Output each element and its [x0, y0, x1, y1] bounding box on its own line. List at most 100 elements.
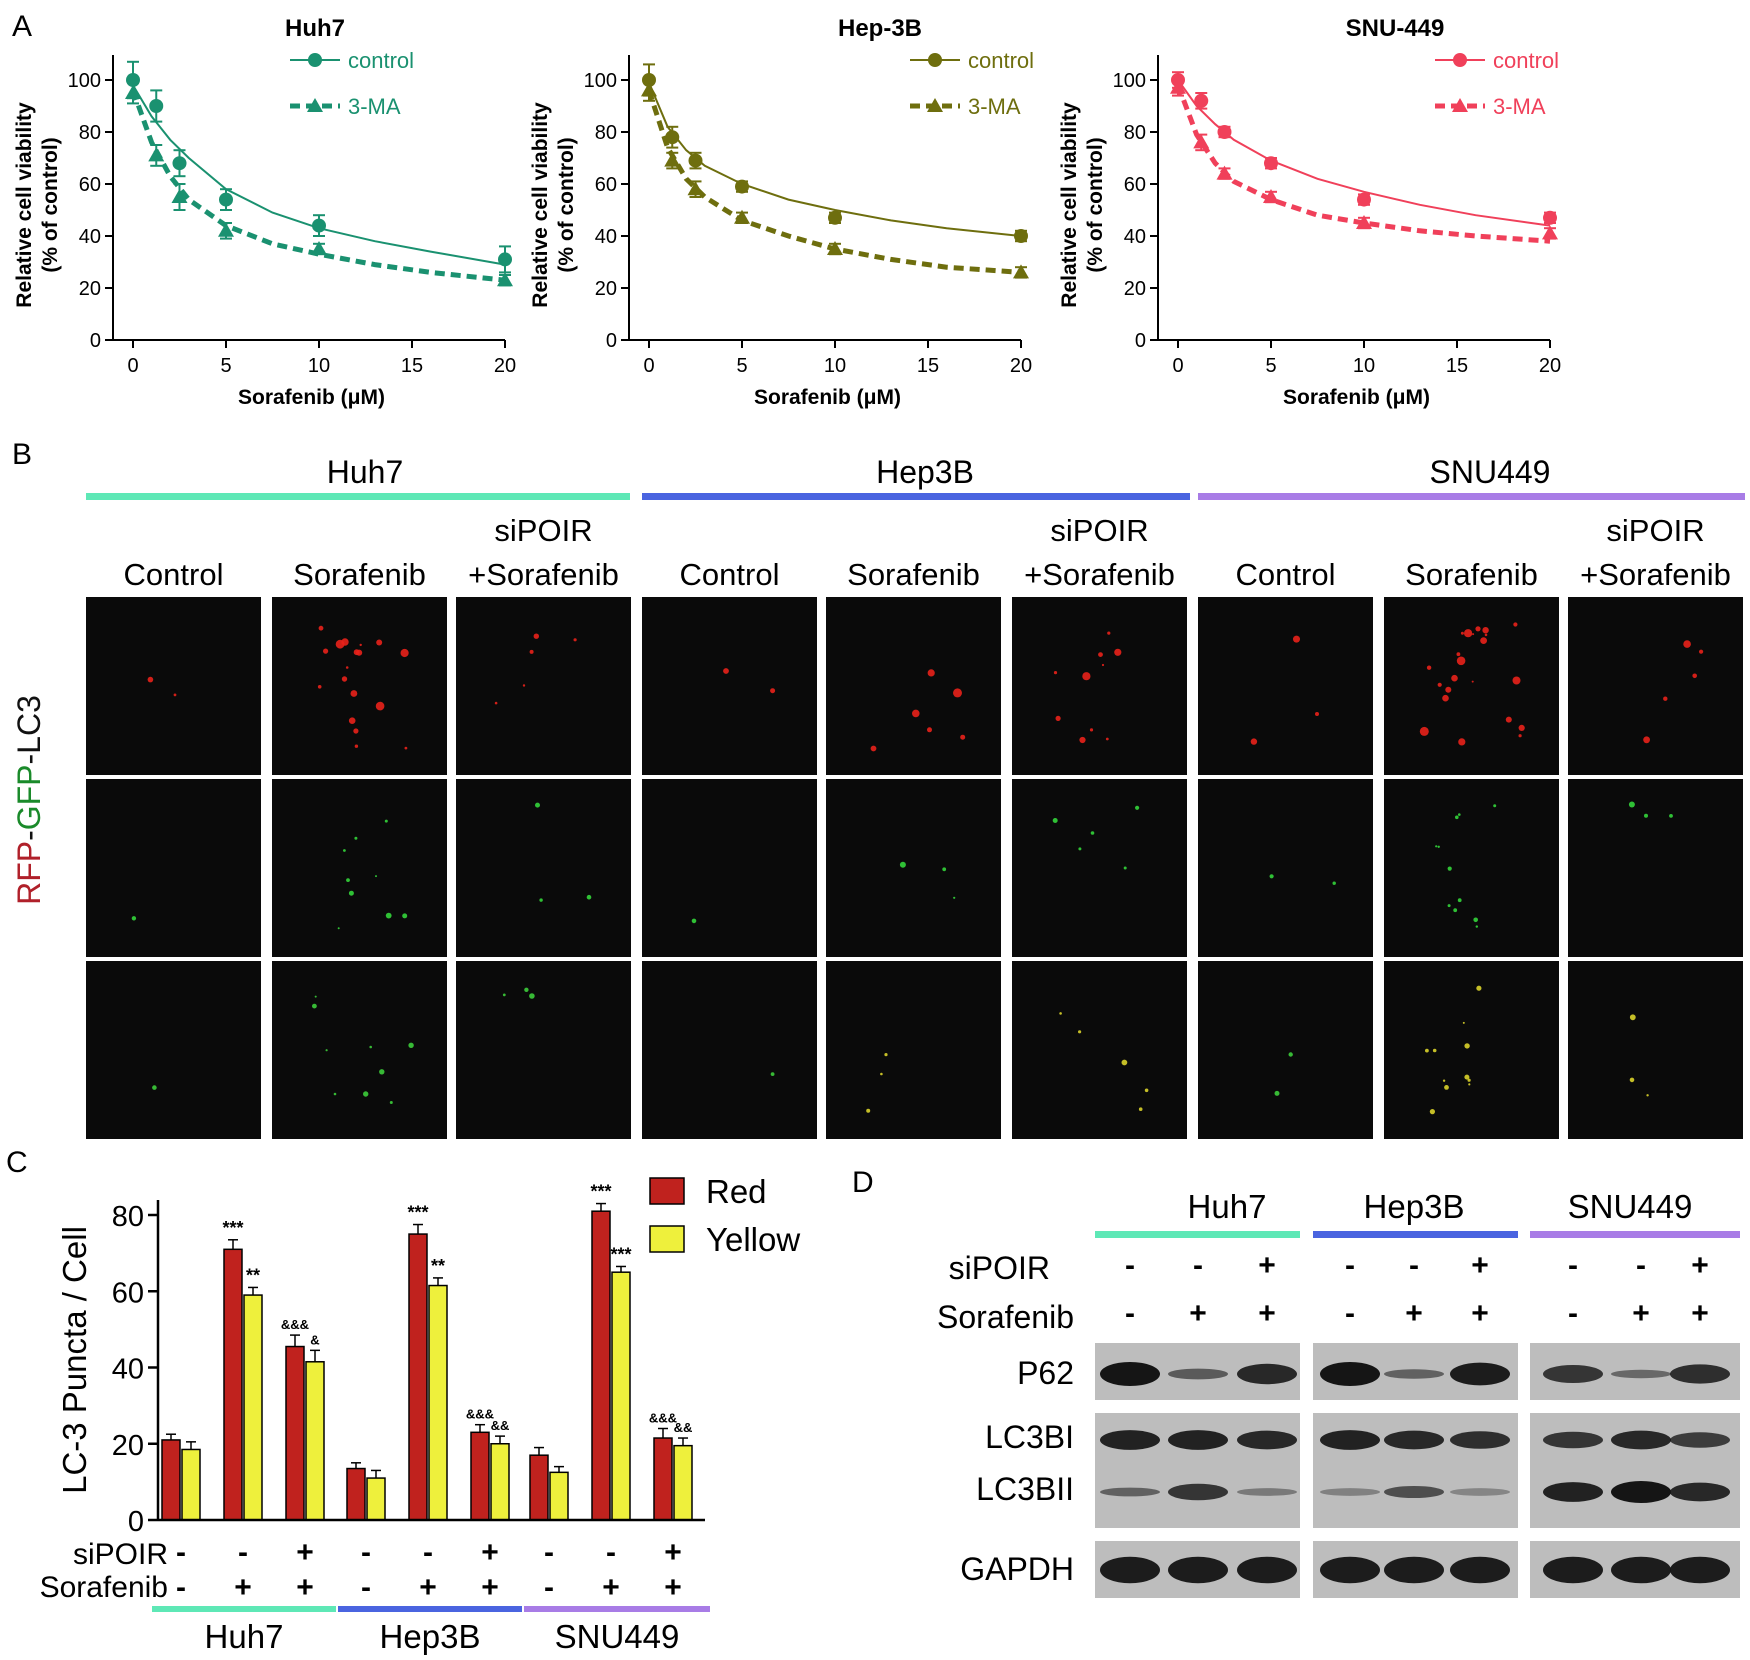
puncta-dot — [147, 676, 154, 683]
puncta-dot — [1138, 1107, 1143, 1111]
blot-group-title-huh7: Huh7 — [1188, 1188, 1267, 1225]
x-tick-label: 5 — [1265, 355, 1276, 377]
puncta-dot — [1426, 665, 1432, 670]
data-point-control — [1194, 93, 1209, 108]
sorafenib-sign: + — [1691, 1297, 1709, 1330]
puncta-dot — [1518, 734, 1522, 738]
y-tick-label: 0 — [1135, 330, 1146, 352]
micrograph-rfp — [1198, 597, 1373, 775]
bar-yellow — [549, 1471, 569, 1521]
bar-red — [470, 1431, 490, 1521]
blot-band-lc3bi — [1670, 1432, 1730, 1448]
sipoir-sign: - — [1125, 1249, 1135, 1282]
y-axis-label-line1: Relative cell viability — [1058, 102, 1081, 308]
column-label: Control — [1236, 557, 1336, 592]
blot-band-lc3bii — [1384, 1485, 1444, 1499]
bar-red — [223, 1248, 243, 1521]
group-title-huh7: Huh7 — [327, 454, 404, 490]
puncta-dot — [1135, 805, 1140, 810]
significance-mark: *** — [407, 1203, 428, 1223]
group-title-snu449: SNU449 — [1430, 454, 1551, 490]
puncta-dot — [1462, 1021, 1465, 1024]
puncta-dot — [502, 993, 506, 997]
puncta-dot — [1468, 1083, 1471, 1086]
puncta-dot — [348, 890, 354, 896]
fit-line-control — [132, 84, 506, 266]
blot-band-p62 — [1384, 1369, 1444, 1379]
puncta-dot — [359, 643, 362, 647]
puncta-dot — [1699, 649, 1704, 654]
puncta-dot — [1053, 671, 1058, 675]
lc3-label: -LC3 — [11, 695, 47, 764]
group-title-hep3b: Hep3B — [876, 454, 974, 490]
puncta-dot — [1456, 656, 1466, 666]
puncta-dot — [408, 1042, 414, 1049]
legend-label-red: Red — [706, 1173, 767, 1210]
puncta-dot — [376, 639, 383, 646]
puncta-dot — [1082, 672, 1091, 681]
x-tick-label: 0 — [643, 355, 654, 377]
puncta-dot — [1293, 635, 1300, 643]
data-point-control — [1014, 229, 1028, 243]
puncta-dot — [1451, 674, 1458, 682]
bar-red — [161, 1439, 181, 1521]
micrograph-gfp — [1198, 779, 1373, 957]
puncta-dot — [1435, 845, 1438, 848]
band-label-p62: P62 — [1017, 1355, 1074, 1391]
column-label: Sorafenib — [847, 557, 980, 592]
puncta-dot — [770, 688, 776, 694]
puncta-dot — [1250, 738, 1258, 745]
significance-mark: && — [491, 1418, 510, 1433]
puncta-dot — [375, 875, 377, 878]
y-tick-label: 20 — [112, 1430, 144, 1462]
significance-mark: &&& — [466, 1407, 494, 1422]
legend-marker — [1453, 53, 1467, 67]
puncta-dot — [1079, 736, 1086, 744]
blot-band-lc3bii — [1168, 1483, 1228, 1501]
data-point-3ma — [1542, 225, 1558, 240]
legend-marker — [307, 98, 323, 112]
puncta-dot — [1464, 629, 1473, 638]
group-color-bar — [1313, 1231, 1518, 1238]
blot-band-p62 — [1100, 1362, 1160, 1386]
blot-band-p62 — [1450, 1362, 1510, 1386]
micrograph-merge — [1012, 961, 1187, 1139]
y-tick-label: 60 — [1124, 174, 1146, 196]
sorafenib-sign: - — [1125, 1297, 1135, 1330]
micrograph-merge — [86, 961, 261, 1139]
puncta-dot — [953, 896, 956, 899]
y-tick-label: 100 — [584, 70, 617, 92]
puncta-dot — [1458, 813, 1461, 816]
group-label-hep3b: Hep3B — [380, 1618, 481, 1655]
puncta-dot — [1669, 814, 1673, 818]
y-axis-label: Relative cell viability (% of control) — [13, 102, 62, 308]
y-tick-label: 60 — [112, 1277, 144, 1309]
y-tick-label: 80 — [595, 122, 617, 144]
puncta-dot — [1476, 985, 1482, 991]
puncta-dot — [337, 927, 340, 930]
puncta-dot — [173, 693, 177, 697]
data-point-control — [688, 153, 703, 168]
micrograph-rfp — [456, 597, 631, 775]
fit-line-3ma — [1175, 84, 1551, 244]
legend-marker — [1452, 98, 1468, 112]
y-tick-label: 40 — [79, 226, 101, 248]
puncta-dot — [770, 1072, 775, 1076]
y-axis-label: LC-3 Puncta / Cell — [56, 1226, 93, 1494]
blot-band-lc3bi — [1237, 1430, 1297, 1450]
data-point-3ma — [664, 152, 681, 167]
sipoir-sign: - — [1345, 1249, 1355, 1282]
legend-label: control — [968, 48, 1034, 73]
puncta-dot — [1467, 1078, 1471, 1082]
micrograph-merge — [1198, 961, 1373, 1139]
puncta-dot — [1457, 898, 1462, 903]
data-point-control — [1217, 125, 1232, 139]
y-tick-label: 40 — [112, 1354, 144, 1386]
puncta-dot — [1482, 627, 1489, 634]
x-axis-label: Sorafenib (μM) — [1283, 386, 1430, 409]
data-point-3ma — [171, 189, 188, 203]
chart-title: Huh7 — [285, 15, 345, 42]
blot-band-gapdh — [1237, 1556, 1297, 1584]
puncta-dot — [1629, 1077, 1635, 1083]
y-axis-label-line1: Relative cell viability — [529, 102, 552, 308]
